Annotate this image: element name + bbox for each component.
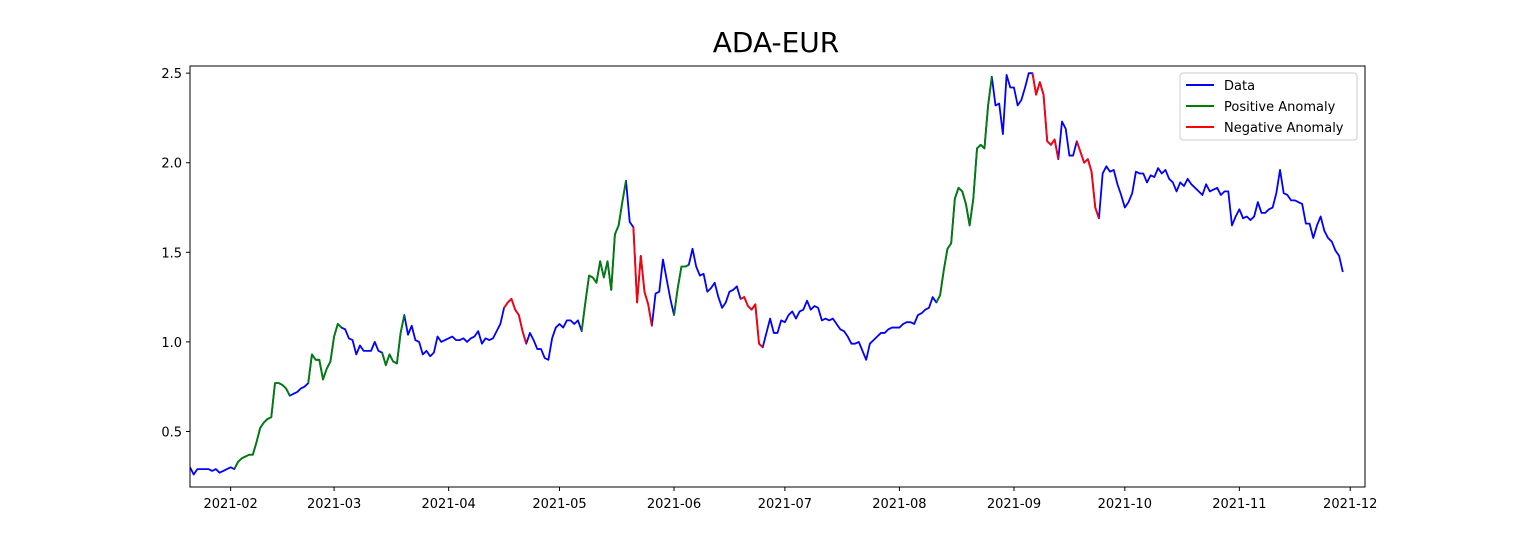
negative-anomaly-segment xyxy=(503,297,528,344)
y-tick-label: 0.5 xyxy=(161,425,182,440)
legend: Data Positive Anomaly Negative Anomaly xyxy=(1179,72,1358,141)
y-tick-label: 2.5 xyxy=(161,67,182,82)
negative-anomaly-segment xyxy=(1075,140,1100,219)
x-tick-label: 2021-10 xyxy=(1098,497,1152,512)
y-tick-label: 2.0 xyxy=(161,157,182,172)
x-tick-label: 2021-08 xyxy=(872,497,926,512)
x-tick-label: 2021-05 xyxy=(532,497,586,512)
chart-title: ADA-EUR xyxy=(712,26,840,59)
positive-anomaly-segment xyxy=(935,76,993,303)
x-tick-label: 2021-02 xyxy=(203,497,257,512)
plot-frame xyxy=(189,65,1366,488)
x-tick-label: 2021-09 xyxy=(987,497,1041,512)
x-tick-label: 2021-12 xyxy=(1323,497,1377,512)
negative-anomaly-segment xyxy=(740,296,764,348)
positive-anomaly-segment xyxy=(233,382,291,470)
legend-label: Positive Anomaly xyxy=(1224,100,1336,115)
series-layer xyxy=(190,72,1344,476)
x-tick-label: 2021-03 xyxy=(307,497,361,512)
positive-anomaly-segment xyxy=(580,180,627,332)
x-tick-label: 2021-11 xyxy=(1212,497,1266,512)
data-series-line xyxy=(190,72,1344,476)
positive-anomaly-segment xyxy=(673,264,690,316)
negative-anomaly-segment xyxy=(632,227,653,326)
y-tick-label: 1.0 xyxy=(161,336,182,351)
negative-anomaly-segment xyxy=(1031,73,1060,160)
positive-anomaly-segment xyxy=(381,314,406,367)
legend-label: Negative Anomaly xyxy=(1224,121,1344,136)
x-tick-label: 2021-07 xyxy=(758,497,812,512)
x-tick-label: 2021-04 xyxy=(421,497,475,512)
y-axis: 0.5 1.0 1.5 2.0 2.5 xyxy=(161,67,190,440)
x-axis: 2021-02 2021-03 2021-04 2021-05 2021-06 2021-… xyxy=(203,487,1377,512)
y-tick-label: 1.5 xyxy=(161,246,182,261)
legend-label: Data xyxy=(1224,79,1255,94)
positive-anomaly-segment xyxy=(307,323,343,384)
x-tick-label: 2021-06 xyxy=(647,497,701,512)
legend-box xyxy=(1179,72,1358,141)
